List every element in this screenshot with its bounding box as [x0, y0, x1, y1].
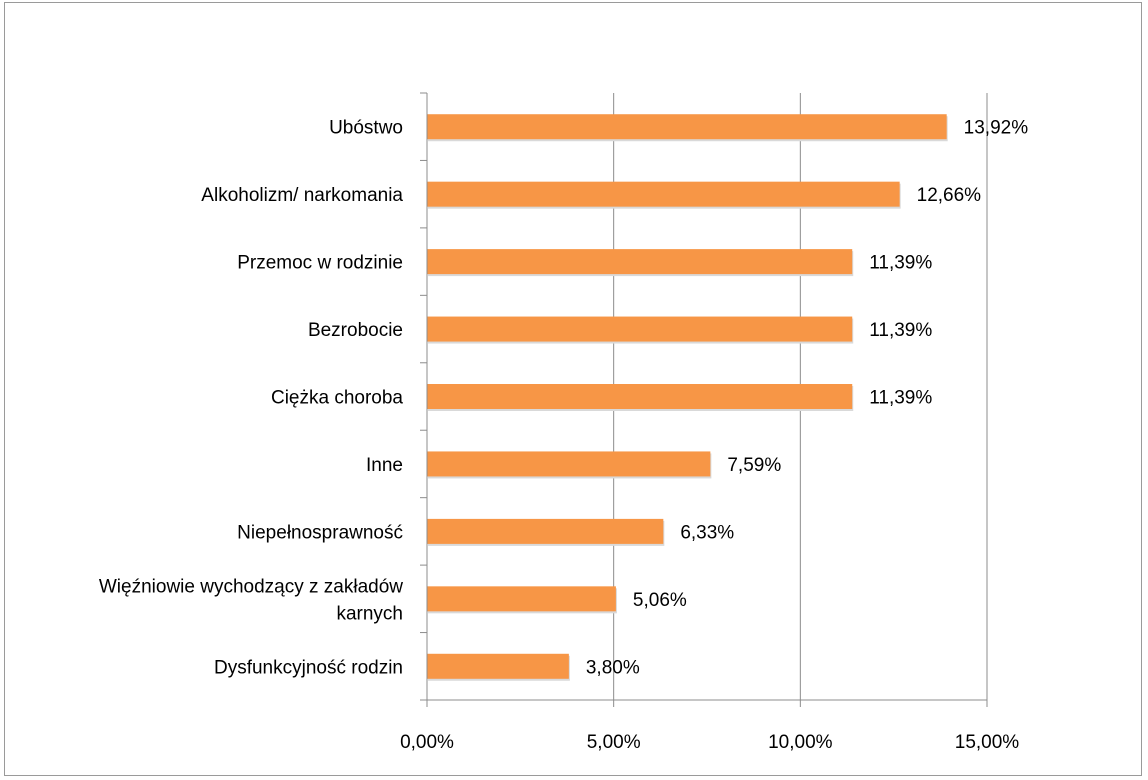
x-tick-label: 10,00%	[768, 732, 833, 753]
data-label: 7,59%	[727, 455, 781, 476]
category-label: Alkoholizm/ narkomania	[201, 185, 403, 206]
bar	[427, 518, 664, 544]
bar	[427, 181, 900, 207]
bar	[427, 249, 853, 275]
category-label: Przemoc w rodzinie	[237, 253, 403, 274]
data-label: 5,06%	[633, 590, 687, 611]
bar	[427, 653, 569, 679]
category-label: Inne	[366, 455, 403, 476]
category-label: Niepełnosprawność	[237, 522, 403, 543]
data-label: 13,92%	[964, 118, 1029, 139]
bar	[427, 451, 711, 477]
data-label: 3,80%	[586, 657, 640, 678]
category-label: Bezrobocie	[308, 320, 403, 341]
x-tick-label: 5,00%	[587, 732, 641, 753]
data-label: 6,33%	[680, 522, 734, 543]
bar	[427, 316, 853, 342]
x-tick-label: 15,00%	[955, 732, 1020, 753]
x-tick-label: 0,00%	[400, 732, 454, 753]
data-label: 12,66%	[917, 185, 982, 206]
category-label: Ubóstwo	[329, 118, 403, 139]
data-label: 11,39%	[869, 320, 932, 341]
bar	[427, 114, 947, 140]
category-label: karnych	[336, 603, 403, 624]
category-label: Dysfunkcyjność rodzin	[214, 657, 403, 678]
data-label: 11,39%	[869, 388, 932, 409]
data-label: 11,39%	[869, 253, 932, 274]
category-label: Więźniowie wychodzący z zakładów	[99, 576, 403, 597]
bar	[427, 586, 616, 612]
bar	[427, 384, 853, 409]
category-label: Ciężka choroba	[271, 388, 403, 409]
